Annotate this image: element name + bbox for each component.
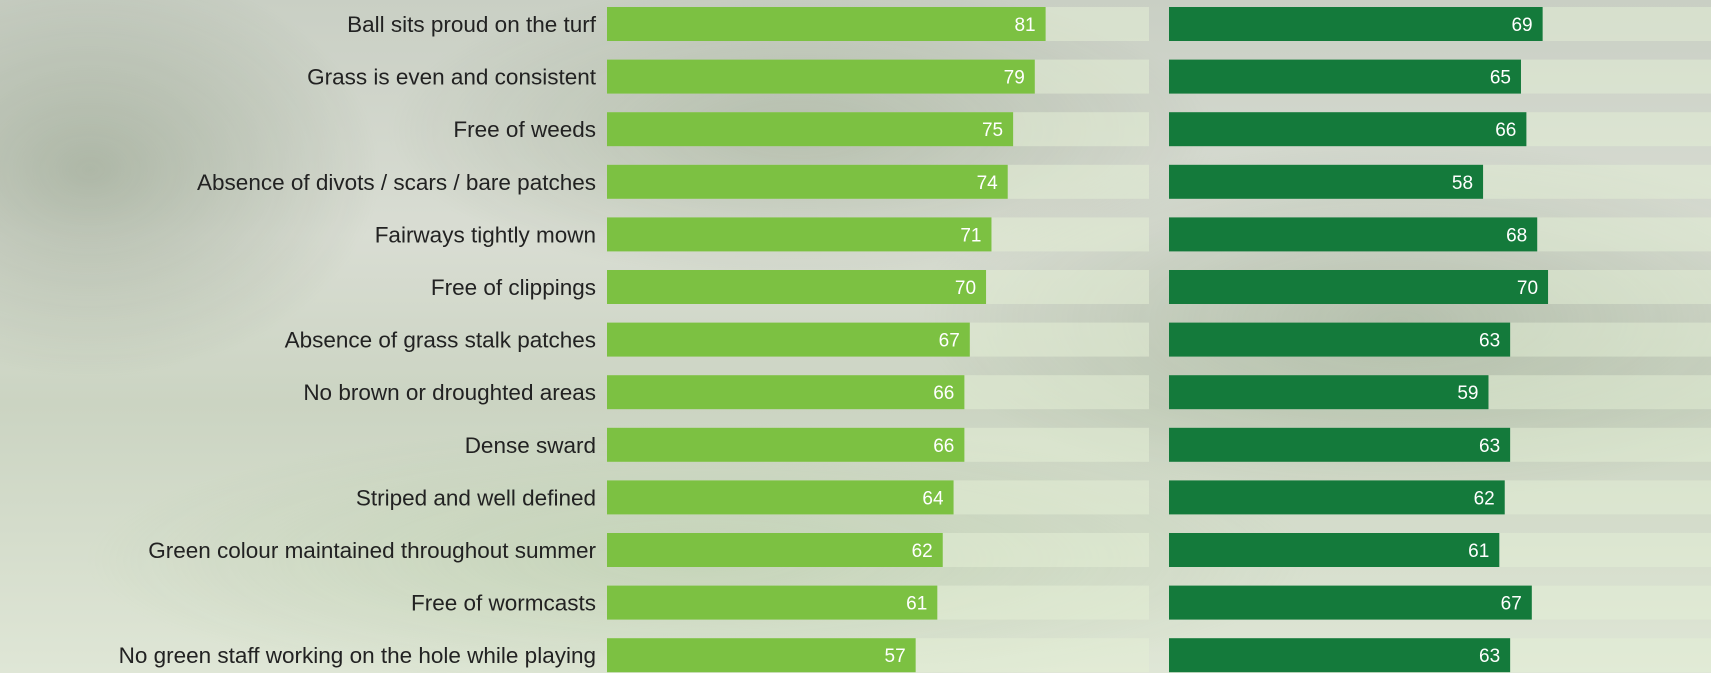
category-label: Striped and well defined <box>356 485 596 510</box>
bar <box>607 533 943 567</box>
category-label: Free of clippings <box>431 275 596 300</box>
category-label: Free of weeds <box>453 117 596 142</box>
category-label: Fairways tightly mown <box>375 222 596 247</box>
value-label: 64 <box>922 488 944 509</box>
bar <box>1169 585 1532 620</box>
bar <box>1169 270 1549 304</box>
value-label: 67 <box>939 331 960 352</box>
bar <box>607 638 916 673</box>
bar <box>1169 7 1543 41</box>
bar <box>1169 533 1500 567</box>
value-label: 61 <box>1468 541 1489 562</box>
category-label: Green colour maintained throughout summe… <box>148 538 596 563</box>
value-label: 66 <box>1495 120 1516 141</box>
bar <box>1169 322 1511 357</box>
category-label: Dense sward <box>465 433 596 458</box>
bar <box>607 480 954 515</box>
value-label: 79 <box>1004 68 1025 89</box>
value-label: 63 <box>1479 646 1500 667</box>
bar <box>607 112 1014 147</box>
series-right: 69 65 66 58 68 70 63 59 63 62 61 67 63 <box>1169 7 1711 673</box>
value-label: 59 <box>1457 383 1478 404</box>
bar <box>1169 59 1521 94</box>
value-label: 81 <box>1014 15 1035 36</box>
value-label: 66 <box>933 436 954 457</box>
bar <box>607 59 1035 94</box>
value-label: 70 <box>1517 278 1538 299</box>
bar <box>1169 217 1538 252</box>
value-label: 70 <box>955 278 976 299</box>
value-label: 67 <box>1501 594 1522 615</box>
bar <box>607 322 970 357</box>
value-label: 65 <box>1490 68 1511 89</box>
value-label: 63 <box>1479 331 1500 352</box>
category-label: No brown or droughted areas <box>303 380 596 405</box>
category-label: No green staff working on the hole while… <box>119 643 596 668</box>
value-label: 74 <box>977 173 999 194</box>
value-label: 68 <box>1506 225 1527 246</box>
category-label: Grass is even and consistent <box>307 65 597 90</box>
category-label: Ball sits proud on the turf <box>347 12 597 37</box>
series-left: 81 79 75 74 71 70 67 66 66 64 62 61 57 <box>607 7 1149 673</box>
bar <box>1169 480 1505 515</box>
bar <box>1169 427 1511 462</box>
bar <box>1169 638 1511 673</box>
bar <box>607 375 965 410</box>
bar <box>607 217 992 252</box>
value-label: 75 <box>982 120 1003 141</box>
bar <box>607 164 1008 199</box>
category-label: Absence of divots / scars / bare patches <box>197 170 596 195</box>
bar <box>1169 164 1484 199</box>
value-label: 57 <box>885 646 906 667</box>
bar <box>607 270 987 304</box>
value-label: 69 <box>1511 15 1532 36</box>
bar <box>1169 112 1527 147</box>
value-label: 61 <box>906 594 927 615</box>
value-label: 71 <box>960 225 981 246</box>
value-label: 63 <box>1479 436 1500 457</box>
category-label: Free of wormcasts <box>411 591 596 616</box>
value-label: 62 <box>912 541 933 562</box>
category-label: Absence of grass stalk patches <box>285 328 596 353</box>
bar <box>1169 375 1489 410</box>
value-label: 66 <box>933 383 954 404</box>
bar <box>607 427 965 462</box>
value-label: 58 <box>1452 173 1473 194</box>
value-label: 62 <box>1474 488 1495 509</box>
bar <box>607 7 1046 41</box>
category-labels: Ball sits proud on the turf Grass is even… <box>119 12 597 668</box>
bar <box>607 585 938 620</box>
